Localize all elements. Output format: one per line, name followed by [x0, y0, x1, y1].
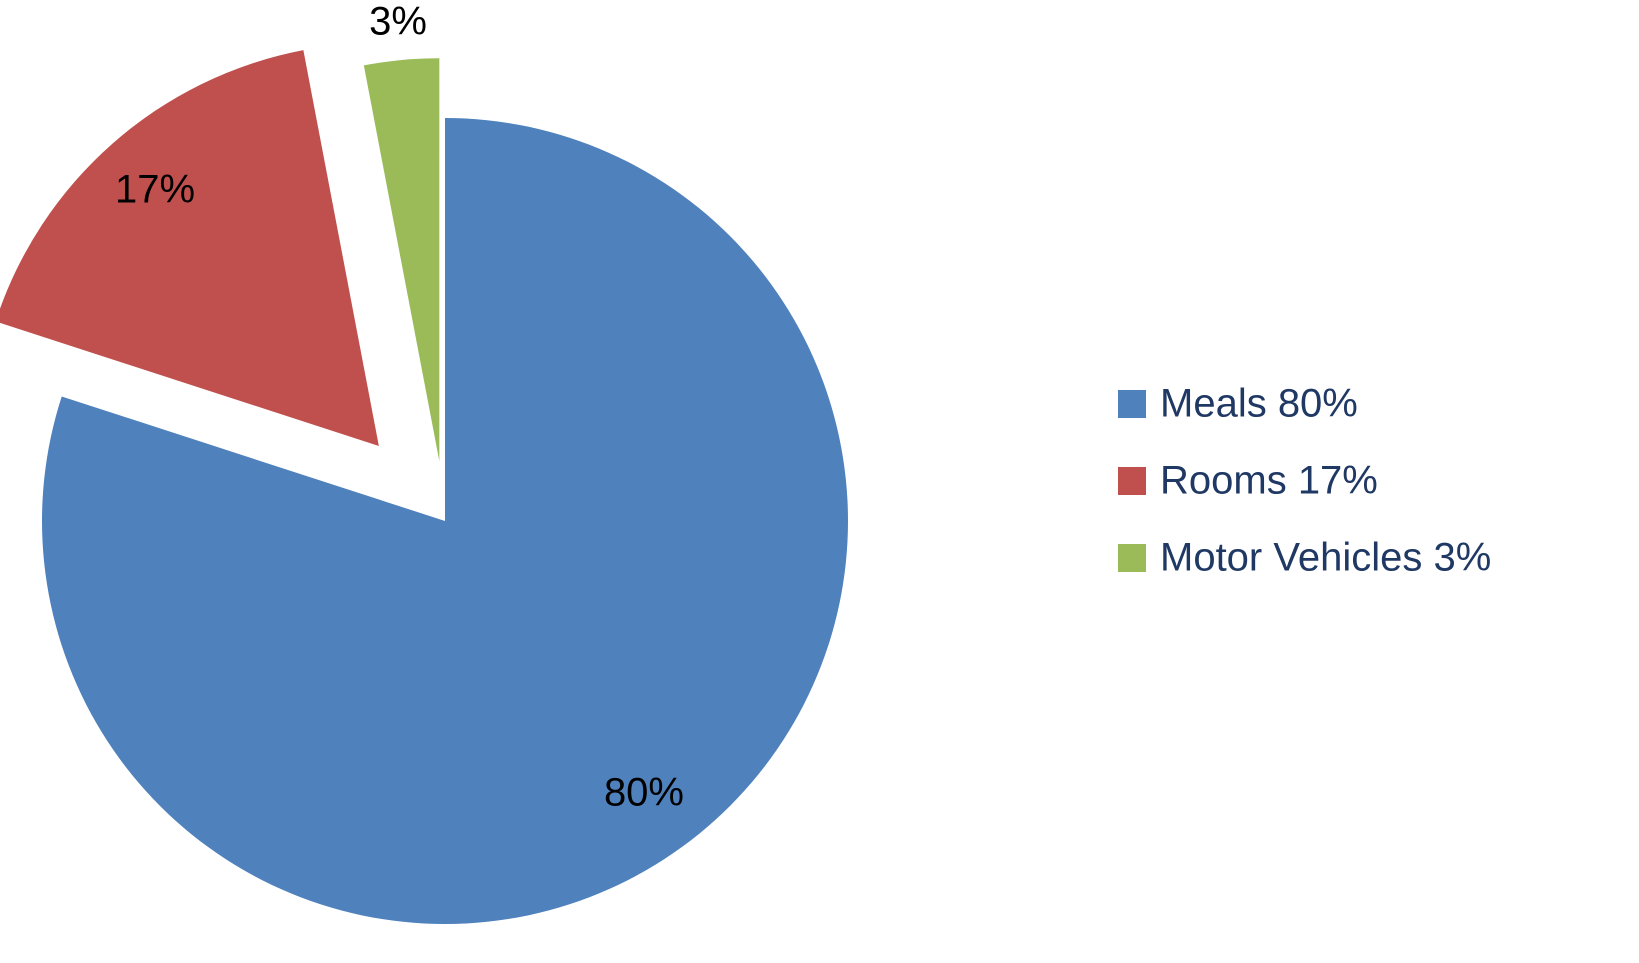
legend-label: Meals 80% — [1160, 382, 1358, 426]
data-label: 80% — [604, 770, 684, 814]
legend-label: Rooms 17% — [1160, 459, 1378, 503]
pie-slice — [41, 118, 848, 924]
data-label: 3% — [369, 0, 427, 44]
legend-swatch — [1118, 390, 1146, 418]
legend-swatch — [1118, 544, 1146, 572]
legend-label: Motor Vehicles 3% — [1160, 536, 1491, 580]
data-label: 17% — [115, 168, 195, 212]
legend-swatch — [1118, 467, 1146, 495]
pie-slice — [363, 58, 440, 462]
pie-slice — [0, 50, 379, 446]
